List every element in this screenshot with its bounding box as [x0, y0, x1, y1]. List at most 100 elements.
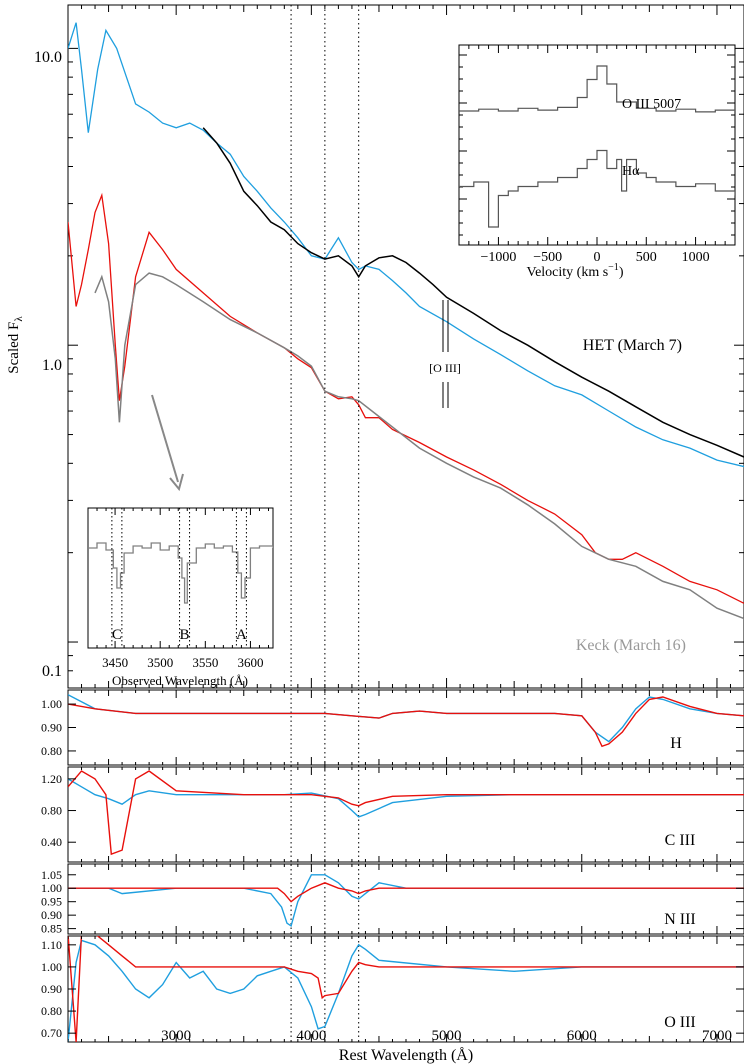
model-y-tick-label: 1.20	[41, 772, 62, 786]
panel-H-label: H	[670, 735, 682, 752]
velocity-tick-label: −500	[533, 250, 562, 265]
velocity-series-line-1	[459, 149, 735, 228]
het-series-label: HET (March 7)	[583, 337, 682, 354]
panel-OIII: 0.70 0.80 0.90 1.00 1.10 O III	[41, 935, 744, 1043]
model-series-line-1	[68, 882, 744, 903]
panel-CIII-ticks: 0.40 0.80 1.20	[41, 767, 744, 862]
main-series-line-1	[68, 22, 744, 468]
panel-NIII-label: N III	[664, 911, 696, 928]
model-series-line-0	[68, 874, 744, 928]
model-y-tick-label: 1.00	[41, 960, 62, 974]
main-panel: 10.0 1.0 0.1 Scaled Fλ HET (March 7) Kec…	[6, 4, 744, 1042]
velocity-tick-label: −1000	[480, 250, 516, 265]
model-y-tick-label: 0.70	[41, 1026, 62, 1040]
velocity-inset: O III 5007 Hα −1000 −500 0 500 1000 Velocity…	[458, 44, 736, 280]
model-series-line-1	[68, 696, 744, 748]
x-tick-label: 3000	[161, 1028, 191, 1044]
panel-CIII: 0.40 0.80 1.20 C III	[41, 766, 744, 863]
model-y-tick-label: 0.95	[41, 895, 62, 909]
panel-NIII-frame	[67, 863, 744, 935]
inset-arrow	[151, 394, 184, 492]
velocity-axis-label-end: )	[619, 265, 624, 280]
x-axis-label: Rest Wavelength (Å)	[339, 1046, 473, 1064]
panel-NIII: 0.850.900.951.001.05 N III	[41, 863, 744, 936]
velocity-tick-label: 0	[594, 250, 601, 265]
reference-lines	[290, 5, 360, 1042]
velocity-axis-label-text: Velocity (km s	[527, 265, 609, 280]
observed-tick-label: 3450	[102, 655, 128, 670]
y-tick-label-0.1: 0.1	[42, 663, 62, 680]
velocity-axis-label: Velocity (km s−1)	[527, 262, 624, 280]
velocity-oiii-label: O III 5007	[622, 97, 681, 112]
observed-inset-series	[88, 542, 273, 604]
model-series-line-1	[68, 936, 744, 1042]
main-series-line-0	[202, 127, 744, 458]
observed-marker-label: B	[180, 627, 190, 643]
velocity-axis-label-sup: −1	[608, 262, 619, 273]
main-axis-ticks	[67, 5, 744, 689]
observed-inset-ticks	[87, 508, 269, 648]
y-axis-label-text: Scaled F	[6, 322, 22, 374]
panel-CIII-label: C III	[665, 832, 696, 849]
model-y-tick-label: 0.90	[41, 908, 62, 922]
y-axis-label: Scaled Fλ	[6, 316, 25, 374]
observed-axis-label: Observed Wavelength (Å)	[112, 673, 248, 688]
velocity-halpha-label: Hα	[622, 164, 640, 179]
model-y-tick-label: 0.40	[41, 835, 62, 849]
panel-OIII-frame	[67, 935, 744, 1043]
model-y-tick-label: 0.80	[41, 804, 62, 818]
velocity-series-line-0	[459, 65, 735, 113]
panel-CIII-series	[68, 770, 744, 856]
panel-NIII-ticks: 0.850.900.951.001.05	[41, 864, 744, 936]
panel-H-frame	[67, 689, 744, 766]
observed-tick-labels: 3450 3500 3550 3600	[102, 655, 263, 670]
y-axis-label-subscript: λ	[13, 316, 25, 322]
panel-OIII-ticks: 0.70 0.80 0.90 1.00 1.10	[41, 936, 744, 1042]
model-y-tick-label: 1.00	[41, 697, 62, 711]
observed-tick-label: 3550	[192, 655, 218, 670]
y-tick-label-10: 10.0	[34, 49, 62, 66]
model-y-tick-label: 0.90	[41, 982, 62, 996]
model-y-tick-label: 0.85	[41, 922, 62, 936]
y-tick-label-1: 1.0	[42, 357, 62, 374]
main-series-group	[68, 22, 744, 620]
panel-H-series	[68, 694, 744, 748]
x-tick-label: 5000	[432, 1028, 462, 1044]
observed-inset: C B A 3450 3500 3550 3600 Observed Wavelength…	[87, 507, 274, 688]
x-tick-label: 4000	[296, 1028, 326, 1044]
panel-OIII-series	[68, 936, 744, 1042]
velocity-inset-ticks	[458, 45, 736, 245]
x-tick-label: 7000	[702, 1028, 732, 1044]
model-y-tick-label: 0.80	[41, 744, 62, 758]
panel-H: 0.80 0.90 1.00 H	[41, 689, 744, 766]
panel-CIII-frame	[67, 766, 744, 863]
observed-series-line-0	[88, 542, 273, 604]
observed-tick-label: 3500	[147, 655, 173, 670]
observed-marker-label: C	[112, 627, 122, 643]
model-y-tick-label: 0.80	[41, 1004, 62, 1018]
velocity-inset-series	[459, 65, 735, 228]
model-y-tick-label: 1.10	[41, 938, 62, 952]
model-y-tick-label: 0.90	[41, 721, 62, 735]
velocity-tick-label: 500	[636, 250, 657, 265]
model-series-line-1	[68, 770, 744, 856]
velocity-tick-label: 1000	[682, 250, 710, 265]
model-series-line-0	[68, 778, 744, 818]
bottom-x-tick-labels: 3000 4000 5000 6000 7000	[161, 1028, 732, 1044]
observed-inset-frame	[87, 507, 274, 649]
observed-marker-label: A	[236, 627, 247, 643]
observed-tick-label: 3600	[237, 655, 263, 670]
panel-NIII-series	[68, 874, 744, 928]
panel-H-ticks: 0.80 0.90 1.00	[41, 690, 744, 765]
x-tick-label: 6000	[567, 1028, 597, 1044]
model-y-tick-label: 1.05	[41, 868, 62, 882]
panel-OIII-label: O III	[664, 1014, 696, 1031]
model-series-line-0	[68, 694, 744, 743]
main-series-line-2	[94, 272, 744, 620]
model-y-tick-label: 1.00	[41, 881, 62, 895]
velocity-tick-labels: −1000 −500 0 500 1000	[480, 250, 709, 265]
model-series-line-0	[68, 939, 744, 1042]
oiii-line-marker-label: [O III]	[429, 361, 461, 375]
